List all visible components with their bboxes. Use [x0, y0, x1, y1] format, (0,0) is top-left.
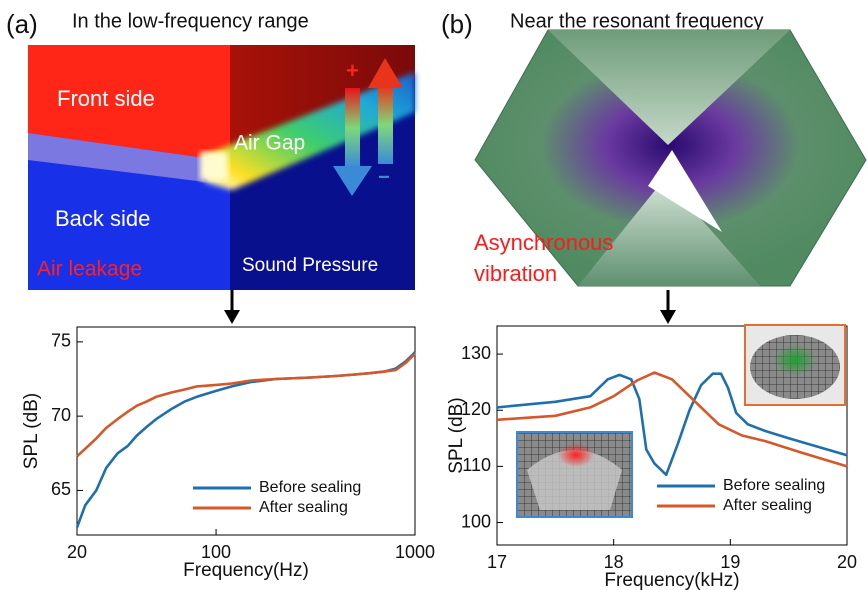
- inset-image: [516, 324, 846, 518]
- x-tick-label: 20: [67, 542, 87, 562]
- x-axis-label: Frequency(kHz): [604, 570, 739, 590]
- y-tick-label: 75: [51, 331, 71, 351]
- x-tick-label: 20: [837, 552, 857, 572]
- panel-heading: Near the resonant frequency: [510, 10, 764, 32]
- y-tick-label: 120: [461, 399, 491, 419]
- panel-label: (a): [6, 9, 38, 39]
- annotation: Asynchronous: [474, 230, 613, 255]
- y-axis-label: SPL (dB): [446, 397, 467, 473]
- y-tick-label: 100: [461, 511, 491, 531]
- mode-shape-image: [474, 29, 867, 287]
- x-axis-label: Frequency(Hz): [183, 560, 309, 581]
- annotation: Air leakage: [37, 258, 142, 281]
- annotation: Front side: [57, 86, 155, 111]
- legend-label: After sealing: [723, 497, 812, 514]
- y-tick-label: 70: [51, 405, 71, 425]
- data-line: [496, 372, 848, 477]
- annotation: −: [378, 166, 390, 188]
- data-line: [496, 371, 848, 468]
- arrow: [224, 290, 676, 324]
- annotation: Back side: [55, 206, 150, 231]
- x-tick-label: 100: [201, 542, 231, 562]
- plot-frame: [76, 326, 416, 536]
- annotation: +: [346, 58, 359, 83]
- x-tick-label: 18: [604, 552, 624, 572]
- annotation: vibration: [474, 261, 557, 286]
- data-line: [76, 352, 416, 458]
- y-axis-label: SPL (dB): [21, 393, 42, 469]
- panel-label: (b): [441, 9, 473, 39]
- pressure-field-image: [28, 45, 415, 290]
- y-tick-label: 130: [461, 343, 491, 363]
- legend-label: Before sealing: [259, 479, 361, 496]
- x-tick-label: 17: [487, 552, 507, 572]
- annotation: Air Gap: [234, 132, 305, 155]
- legend-label: After sealing: [259, 499, 348, 516]
- annotation: Sound Pressure: [242, 255, 378, 276]
- panel-heading: In the low-frequency range: [72, 10, 309, 32]
- legend-label: Before sealing: [723, 477, 825, 494]
- x-tick-label: 1000: [395, 542, 435, 562]
- y-tick-label: 110: [462, 455, 491, 475]
- x-tick-label: 19: [720, 552, 740, 572]
- y-tick-label: 65: [51, 479, 71, 499]
